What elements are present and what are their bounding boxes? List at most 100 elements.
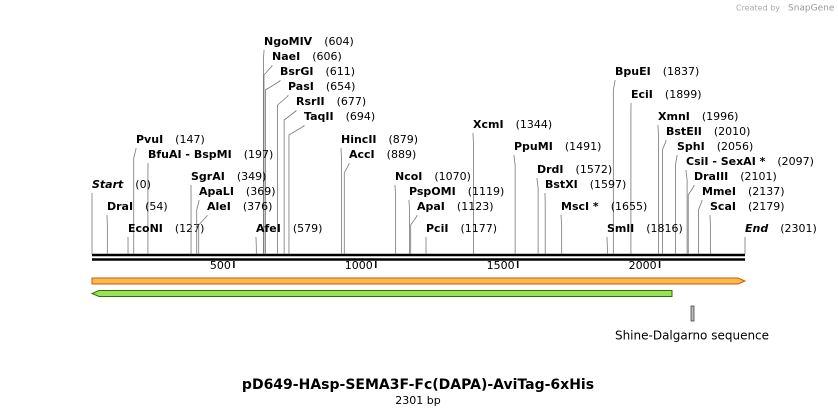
site-name: AccI: [349, 148, 375, 161]
site-name: PciI: [426, 222, 448, 235]
site-position: (1837): [663, 65, 700, 78]
ruler-label: 2000: [629, 259, 657, 272]
site-line: [687, 185, 695, 254]
site-name: BstEII: [666, 125, 702, 138]
site-position: (369): [246, 185, 276, 198]
site-name: HincII: [341, 133, 377, 146]
site-line: [662, 140, 667, 254]
site-position: (1491): [565, 140, 602, 153]
site-line: [612, 80, 616, 254]
site-line: [263, 65, 273, 254]
site-position: (2137): [748, 185, 785, 198]
length: 2301 bp: [395, 394, 440, 407]
site-name: CsiI - SexAI *: [686, 155, 766, 168]
ruler-label: 500: [210, 259, 231, 272]
site-line: [513, 155, 516, 254]
site-name: AleI: [207, 200, 231, 213]
site-position: (2097): [777, 155, 814, 168]
site-position: (1816): [646, 222, 683, 235]
site-name: BstXI: [545, 178, 578, 191]
site-position: (1344): [516, 118, 553, 131]
site-line: [133, 148, 137, 254]
site-line: [394, 185, 397, 254]
brand: SnapGene: [788, 4, 835, 14]
site-position: (0): [135, 178, 151, 191]
site-name: SgrAI: [191, 170, 225, 183]
site-name: MmeI: [702, 185, 736, 198]
ruler-label: 1000: [345, 259, 373, 272]
site-name: End: [745, 222, 768, 235]
site-line: [410, 215, 418, 254]
site-position: (2301): [780, 222, 817, 235]
site-position: (604): [324, 35, 354, 48]
site-name: Start: [92, 178, 124, 191]
site-position: (1123): [457, 200, 494, 213]
site-position: (611): [325, 65, 355, 78]
credit: Created by: [736, 4, 780, 13]
site-name: XcmI: [473, 118, 504, 131]
site-name: PasI: [288, 80, 314, 93]
feature-arrow: [91, 277, 747, 285]
site-name: ApaLI: [199, 185, 234, 198]
site-position: (2101): [740, 170, 777, 183]
site-name: NgoMIV: [264, 35, 313, 48]
site-line: [675, 155, 678, 254]
site-position: (376): [243, 200, 273, 213]
site-position: (1070): [434, 170, 471, 183]
site-line: [536, 178, 539, 254]
site-line: [685, 170, 688, 254]
site-position: (54): [145, 200, 168, 213]
site-line: [277, 95, 289, 254]
site-name: TaqII: [304, 110, 334, 123]
site-name: NcoI: [395, 170, 422, 183]
site-name: EcoNI: [128, 222, 163, 235]
site-position: (147): [175, 133, 205, 146]
site-position: (1119): [468, 185, 505, 198]
site-name: EciI: [631, 88, 653, 101]
site-name: XmnI: [658, 110, 690, 123]
site-line: [560, 215, 563, 254]
feature-arrow: [90, 290, 673, 297]
site-name: ApaI: [417, 200, 445, 213]
site-line: [263, 50, 265, 254]
site-position: (579): [293, 222, 323, 235]
site-position: (606): [312, 50, 342, 63]
site-name: SphI: [677, 140, 705, 153]
site-position: (677): [337, 95, 367, 108]
site-name: BsrGI: [280, 65, 313, 78]
site-name: MscI *: [561, 200, 599, 213]
site-line: [343, 163, 350, 254]
site-name: DraIII: [694, 170, 728, 183]
feature-label: Shine-Dalgarno sequence: [615, 329, 769, 343]
site-name: PvuI: [136, 133, 163, 146]
site-position: (2056): [717, 140, 754, 153]
title: pD649-HAsp-SEMA3F-Fc(DAPA)-AviTag-6xHis: [242, 377, 594, 393]
site-position: (2010): [714, 125, 751, 138]
site-position: (1177): [460, 222, 497, 235]
site-name: BfuAI - BspMI: [148, 148, 232, 161]
site-line: [196, 200, 200, 254]
site-position: (889): [387, 148, 417, 161]
site-position: (2179): [748, 200, 785, 213]
site-name: RsrII: [296, 95, 325, 108]
site-line: [283, 110, 297, 254]
site-position: (1899): [665, 88, 702, 101]
site-name: DrdI: [537, 163, 564, 176]
site-name: BpuEI: [615, 65, 651, 78]
site-name: NaeI: [272, 50, 300, 63]
feature-mark: [690, 305, 695, 322]
site-line: [408, 200, 410, 254]
site-name: DraI: [107, 200, 133, 213]
site-position: (197): [244, 148, 274, 161]
site-line: [288, 125, 305, 254]
site-position: (654): [326, 80, 356, 93]
site-line: [264, 80, 281, 254]
ruler-label: 1500: [487, 259, 515, 272]
site-name: PspOMI: [409, 185, 456, 198]
site-position: (1655): [611, 200, 648, 213]
site-name: SmlI: [607, 222, 634, 235]
site-position: (1597): [590, 178, 627, 191]
site-name: PpuMI: [514, 140, 553, 153]
site-position: (1996): [702, 110, 739, 123]
